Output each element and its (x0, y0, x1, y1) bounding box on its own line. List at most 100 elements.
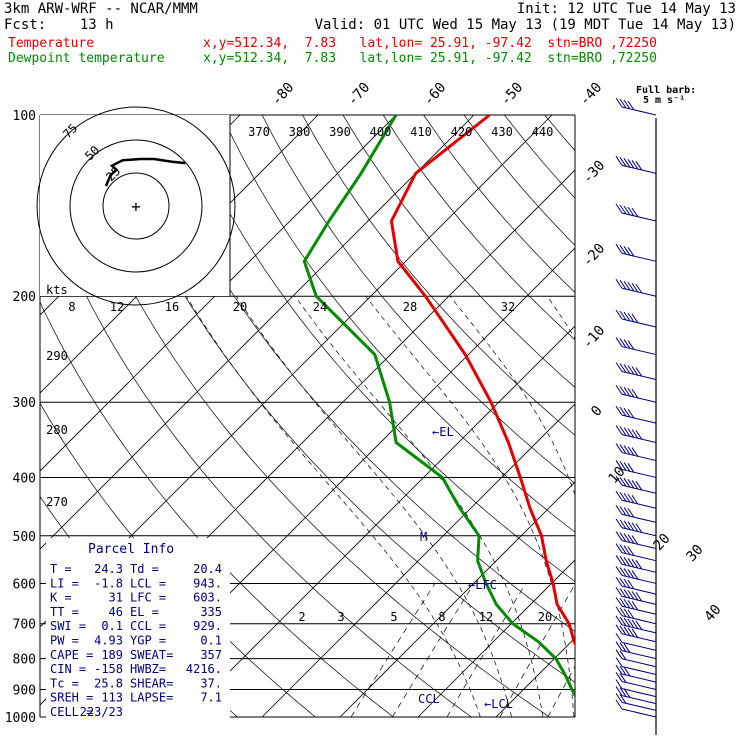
wind-barb-flag (635, 161, 643, 171)
wind-barb-flag (631, 282, 639, 293)
init-time: Init: 12 UTC Tue 14 May 13 (516, 1, 736, 17)
dry-adiabat (140, 115, 575, 632)
wind-barb-flag (619, 673, 627, 683)
pressure-tick-label: 300 (13, 396, 36, 411)
wind-barb-staff (621, 513, 657, 523)
wind-barb-flag (623, 478, 631, 488)
wind-barb-staff (621, 605, 657, 615)
wind-barb-staff (621, 164, 657, 174)
dry-adiabat (181, 115, 575, 582)
wind-barb-flag (635, 523, 643, 534)
wind-barb-flag (627, 479, 635, 489)
level-annotation: ←EL (432, 425, 454, 439)
isotherm-line (730, 115, 740, 717)
isotherm-label: 20 (650, 531, 673, 554)
wind-barb-staff (621, 106, 657, 116)
wind-barb-flag (635, 592, 643, 602)
dry-adiabat (463, 115, 575, 246)
hodograph-ring (69, 139, 203, 273)
wind-barb (615, 679, 657, 698)
wind-barb-flag (615, 476, 623, 486)
wind-barb (615, 566, 657, 584)
parcel-info-value: CIN = (50, 662, 86, 676)
parcel-info-value: 113 (101, 691, 123, 705)
wind-barb-staff (621, 701, 657, 711)
moist-adiabat (449, 295, 575, 496)
wind-barb-flag (623, 246, 631, 256)
parcel-info-value: SREH = (50, 691, 93, 705)
wind-barb (615, 686, 657, 705)
parcel-info-value: 357 (200, 648, 222, 662)
parcel-info-value: LAPSE= (130, 691, 173, 705)
isotherm-label: 0 (588, 403, 606, 420)
wind-barb-flag (627, 312, 635, 323)
wind-barb-flag (619, 650, 627, 660)
wind-barb-flag (615, 362, 623, 372)
wind-barb-flag (623, 545, 631, 555)
theta-label: 380 (289, 125, 311, 139)
parcel-info-value: -1.8 (94, 576, 123, 590)
wind-barb-flag (615, 633, 623, 643)
wind-barb-staff (621, 673, 657, 683)
wind-barb-flag (627, 627, 635, 638)
wind-barb-flag (627, 340, 635, 350)
wind-barb-flag (619, 616, 627, 627)
wind-barb-flag (631, 600, 639, 611)
wind-barb-flag (619, 279, 627, 290)
wind-barb-flag (619, 98, 627, 109)
pressure-tick-label: 900 (13, 683, 36, 698)
wind-barb-flag (627, 546, 635, 556)
dry-adiabat (626, 115, 740, 730)
parcel-info-value: 0.1 (101, 619, 123, 633)
wind-barb-flag (619, 157, 627, 167)
wind-barb-flag (623, 339, 631, 349)
parcel-info-value: T = (50, 562, 72, 576)
pressure-tick-label: 1000 (5, 711, 36, 726)
wind-barb-staff (621, 615, 657, 625)
wind-barb (615, 664, 657, 683)
dry-adiabat (342, 115, 575, 388)
wind-barb-flag (619, 444, 627, 454)
isotherm-label: 10 (605, 464, 628, 487)
theta-label: 410 (410, 125, 432, 139)
wind-barb-flag (623, 520, 631, 531)
isotherm-label: -40 (577, 80, 606, 110)
wind-barb (615, 555, 657, 573)
pressure-tick-label: 400 (13, 471, 36, 486)
wind-barb (615, 531, 657, 550)
theta-label: 270 (46, 495, 68, 509)
wind-barb-flag (615, 405, 623, 416)
wind-barb (615, 606, 657, 625)
wind-barb-staff (621, 641, 657, 651)
wind-barb-flag (635, 367, 643, 377)
wind-barb-flag (615, 606, 623, 617)
wind-barb (615, 576, 657, 595)
wind-barb (615, 649, 657, 668)
dry-adiabat (59, 115, 551, 717)
parcel-info-value: 603. (193, 591, 222, 605)
parcel-info-value: 46 (109, 605, 123, 619)
wind-barb-flag (615, 443, 623, 453)
wind-barb-flag (627, 365, 635, 375)
wind-barb-flag (619, 607, 627, 618)
wind-barb-flag (615, 425, 623, 435)
parcel-info-value: CCL = (130, 619, 166, 633)
level-annotation: CCL (418, 692, 440, 706)
wind-barb-flag (619, 556, 627, 566)
wind-barb-flag (615, 309, 623, 320)
level-annotation: ←LCL (484, 697, 513, 711)
wind-barb-flag (619, 477, 627, 487)
wind-barb-staff (621, 680, 657, 690)
wind-barb-flag (627, 521, 635, 532)
parcel-info-value: 189 (101, 648, 123, 662)
wind-barb-flag (631, 160, 639, 170)
wind-barb-staff (621, 414, 657, 424)
wind-barb-flag (627, 408, 635, 419)
wind-barb-flag (623, 533, 631, 543)
wind-barb-flag (631, 388, 639, 399)
wind-barb-flag (619, 204, 627, 215)
wind-barb-flag (631, 366, 639, 376)
wind-barb-flag (623, 626, 631, 637)
wind-barb-flag (627, 534, 635, 544)
wind-barb-flag (631, 447, 639, 457)
